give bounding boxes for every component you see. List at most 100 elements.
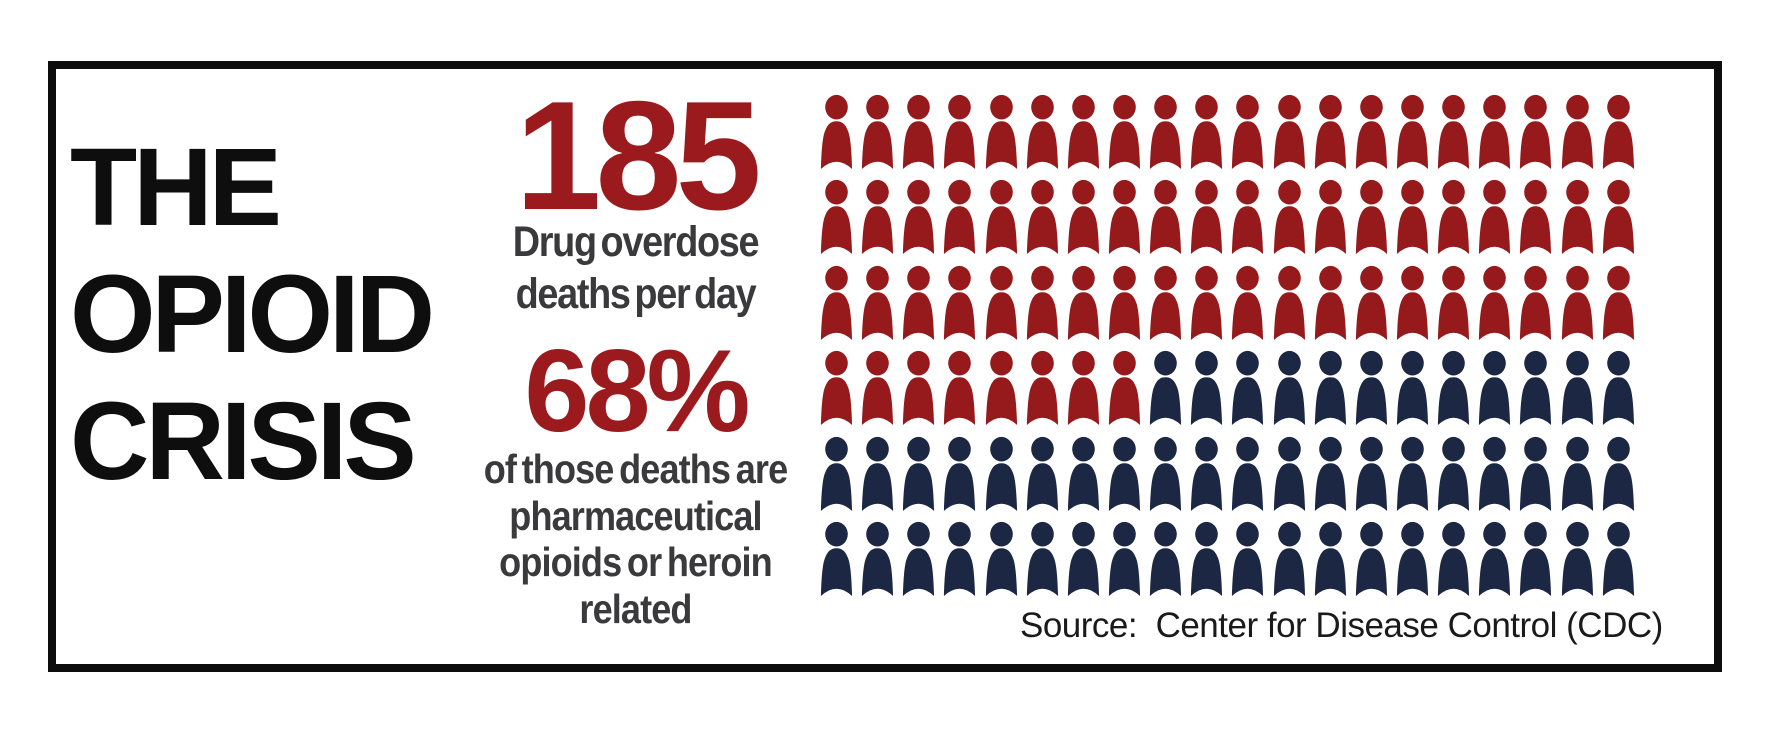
person-icon — [820, 94, 853, 169]
person-icon — [1355, 521, 1387, 596]
person-icon — [1314, 265, 1346, 340]
stat-percent-label-line-3: opioids or heroin — [499, 539, 773, 585]
person-icon — [1396, 521, 1429, 596]
person-icon — [1438, 94, 1470, 169]
person-icon — [1108, 94, 1141, 169]
person-icon — [1396, 94, 1429, 169]
person-icon — [1150, 351, 1182, 426]
person-icon — [820, 351, 853, 426]
person-icon — [1396, 265, 1429, 340]
person-icon — [1150, 265, 1182, 340]
person-icon — [1232, 521, 1264, 596]
person-icon — [1108, 436, 1141, 511]
person-icon — [1479, 521, 1511, 596]
person-icon — [1108, 265, 1141, 340]
person-icon — [1520, 180, 1552, 255]
person-icon — [1191, 351, 1223, 426]
person-icon — [944, 265, 976, 340]
person-icon — [820, 265, 853, 340]
person-icon — [1026, 521, 1058, 596]
person-icon — [1067, 521, 1099, 596]
person-icon — [1355, 265, 1387, 340]
person-icon — [1150, 180, 1182, 255]
person-icon — [1602, 180, 1634, 255]
person-icon — [1232, 351, 1264, 426]
person-icon — [1067, 94, 1099, 169]
person-icon — [944, 94, 976, 169]
person-icon — [1479, 265, 1511, 340]
person-icon — [1479, 351, 1511, 426]
person-icon — [1520, 436, 1552, 511]
person-icon — [1602, 94, 1634, 169]
person-icon — [985, 521, 1017, 596]
person-icon — [903, 94, 935, 169]
person-icon — [1438, 351, 1470, 426]
person-icon — [903, 180, 935, 255]
stat-deaths-value: 185 — [515, 69, 762, 242]
person-icon — [1067, 180, 1099, 255]
person-icon — [820, 180, 853, 255]
person-icon — [1602, 351, 1634, 426]
stat-deaths-label-line-2: deaths per day — [515, 270, 757, 318]
person-icon — [1273, 436, 1305, 511]
person-icon — [985, 436, 1017, 511]
person-icon — [1108, 180, 1141, 255]
person-icon — [820, 521, 853, 596]
person-icon — [1396, 351, 1429, 426]
person-icon — [862, 351, 894, 426]
source-attribution: Source: Center for Disease Control (CDC) — [1020, 606, 1663, 645]
person-icon — [1150, 436, 1182, 511]
stats-column: 185 Drug overdose deaths per day 68% of … — [438, 0, 833, 730]
person-icon — [862, 521, 894, 596]
person-icon — [1191, 180, 1223, 255]
stat-percent-value: 68% — [524, 325, 750, 456]
person-icon — [1602, 265, 1634, 340]
person-icon — [985, 94, 1017, 169]
person-icon — [1314, 351, 1346, 426]
person-icon — [1479, 94, 1511, 169]
person-icon — [862, 436, 894, 511]
person-icon — [1355, 180, 1387, 255]
person-icon — [1314, 436, 1346, 511]
person-icon — [1355, 436, 1387, 511]
person-icon — [1273, 521, 1305, 596]
person-icon — [903, 351, 935, 426]
person-icon — [1108, 351, 1141, 426]
person-icon — [862, 265, 894, 340]
person-icon — [1520, 94, 1552, 169]
person-icon — [1520, 521, 1552, 596]
person-icon — [1520, 351, 1552, 426]
stat-deaths-label: Drug overdose deaths per day — [462, 216, 810, 320]
person-icon — [1026, 436, 1058, 511]
person-icon — [1561, 351, 1593, 426]
person-icon — [903, 436, 935, 511]
person-icon — [1479, 436, 1511, 511]
stat-percent-label-line-1: of those deaths are — [483, 446, 788, 492]
person-icon — [1273, 180, 1305, 255]
title-line-3: CRISIS — [70, 380, 417, 503]
person-icon — [1067, 265, 1099, 340]
person-icon — [862, 180, 894, 255]
person-icon — [1479, 180, 1511, 255]
person-icon — [1602, 521, 1634, 596]
person-icon — [1191, 94, 1223, 169]
person-icon — [1067, 351, 1099, 426]
person-icon — [903, 265, 935, 340]
person-icon — [1438, 180, 1470, 255]
person-icon — [903, 521, 935, 596]
person-icon — [1191, 265, 1223, 340]
person-icon — [944, 351, 976, 426]
person-icon — [1026, 265, 1058, 340]
person-icon — [1314, 94, 1346, 169]
person-icon — [1067, 436, 1099, 511]
person-icon — [1561, 265, 1593, 340]
pictogram-grid — [818, 94, 1641, 606]
page-title: THE OPIOID CRISIS — [70, 124, 435, 505]
person-icon — [1561, 521, 1593, 596]
person-icon — [1396, 180, 1429, 255]
person-icon — [1232, 180, 1264, 255]
stat-percent-label: of those deaths are pharmaceutical opioi… — [462, 446, 810, 632]
person-icon — [1561, 94, 1593, 169]
person-icon — [944, 436, 976, 511]
person-icon — [1150, 521, 1182, 596]
